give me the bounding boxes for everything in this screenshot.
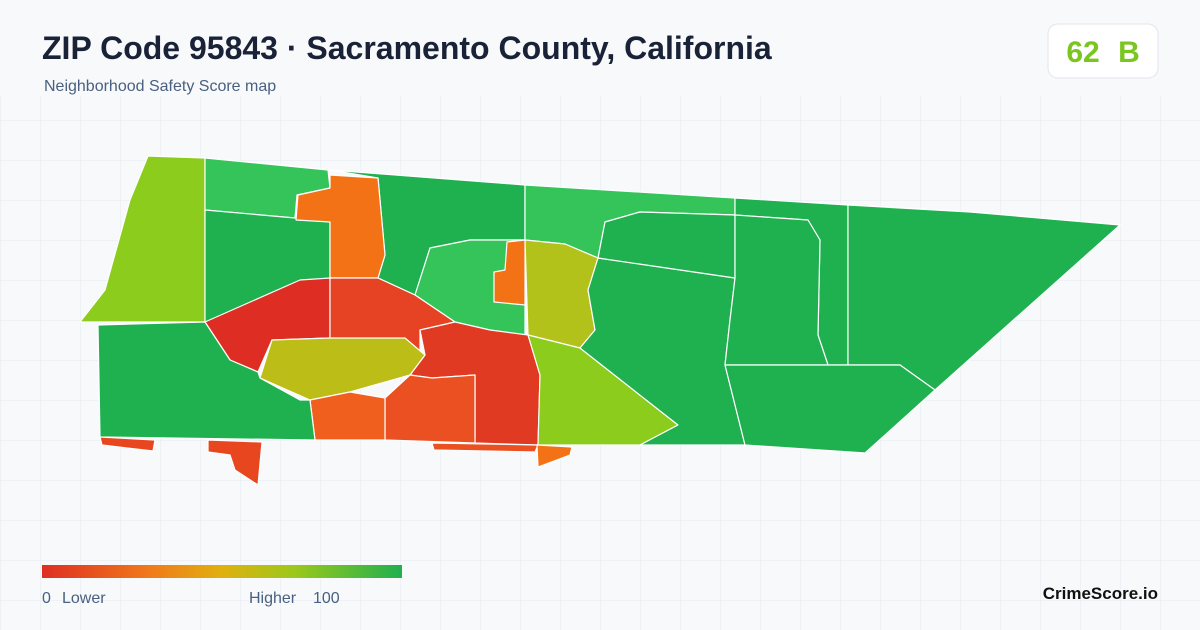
region (99, 436, 156, 452)
region (724, 364, 936, 454)
grade: B (1118, 36, 1140, 69)
legend-max: 100 (313, 590, 340, 607)
region (536, 444, 573, 468)
map (79, 155, 1121, 486)
score-badge (1047, 23, 1159, 79)
region (207, 439, 263, 486)
legend-min: 0 (42, 590, 51, 607)
title: ZIP Code 95843 · Sacramento County, Cali… (42, 30, 772, 66)
legend-scale (42, 565, 402, 578)
subtitle: Neighborhood Safety Score map (44, 78, 276, 95)
region (97, 321, 316, 441)
region (524, 239, 599, 349)
region (309, 391, 386, 441)
legend-max-label: Higher (249, 590, 297, 607)
brand: CrimeScore.io (1043, 584, 1158, 603)
score: 62 (1066, 36, 1099, 69)
region (724, 214, 829, 366)
region (431, 442, 539, 453)
legend-min-label: Lower (62, 590, 106, 607)
region (295, 174, 386, 279)
region (384, 374, 476, 444)
